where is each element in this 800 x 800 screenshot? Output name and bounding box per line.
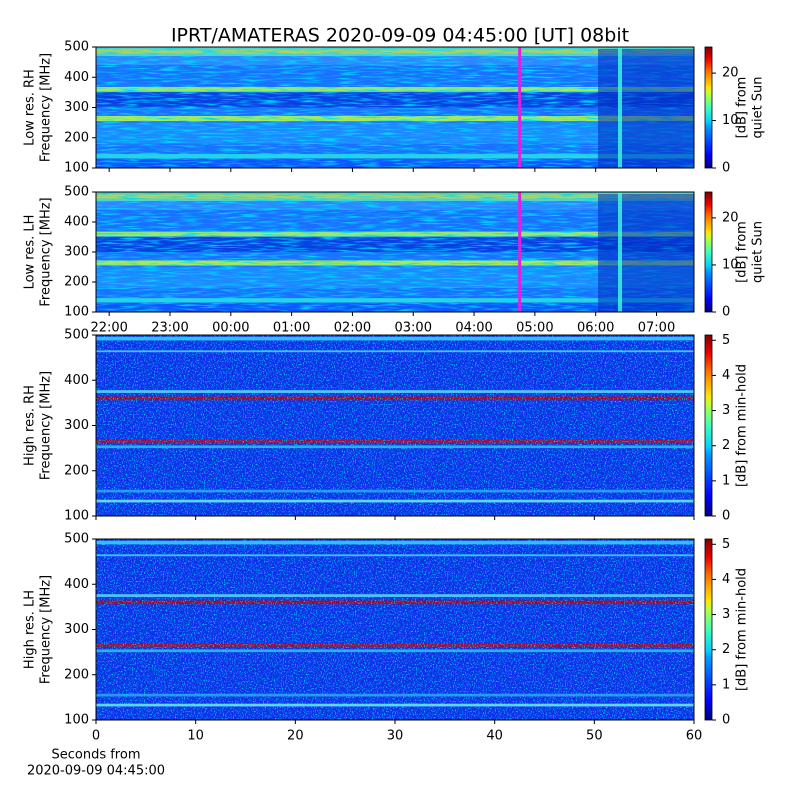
x-tick-label: 01:00	[273, 321, 310, 336]
x-tick-label: 50	[586, 729, 603, 744]
y-tick-label: 500	[64, 328, 89, 343]
x-tick-label: 10	[187, 729, 204, 744]
colorbar-tick-label: 5	[722, 537, 730, 552]
spectrogram-burst	[618, 192, 622, 312]
y-axis-label: High res. RH	[23, 385, 38, 466]
y-tick-label: 400	[64, 70, 89, 85]
colorbar-tick-label: 20	[722, 210, 739, 225]
x-tick-label: 20	[287, 729, 304, 744]
y-tick-label: 200	[64, 463, 89, 478]
x-tick-label: 03:00	[395, 321, 432, 336]
y-tick-label: 400	[64, 577, 89, 592]
x-tick-label: 04:00	[455, 321, 492, 336]
y-tick-label: 300	[64, 100, 89, 115]
x-tick-label: 02:00	[334, 321, 371, 336]
y-tick-label: 500	[64, 40, 89, 55]
colorbar-tick-label: 20	[722, 66, 739, 81]
spectrogram-late-block	[598, 49, 694, 168]
y-tick-label: 300	[64, 622, 89, 637]
colorbar	[704, 334, 713, 517]
colorbar-label: [dB] from	[735, 221, 750, 283]
y-tick-label: 200	[64, 275, 89, 290]
y-tick-label: 300	[64, 418, 89, 433]
y-tick-label: 400	[64, 373, 89, 388]
colorbar-label: [dB] from	[735, 77, 750, 139]
colorbar-tick-label: 0	[722, 305, 730, 320]
colorbar	[704, 538, 713, 721]
y-tick-label: 200	[64, 667, 89, 682]
colorbar-tick-label: 1	[722, 677, 730, 692]
y-axis-label: High res. LH	[23, 590, 38, 669]
x-tick-label: 00:00	[212, 321, 249, 336]
colorbar-label: quiet Sun	[751, 221, 766, 283]
y-tick-label: 100	[64, 305, 89, 320]
y-tick-label: 200	[64, 130, 89, 145]
y-tick-label: 100	[64, 509, 89, 524]
spectrogram-texture	[96, 47, 694, 168]
y-axis-label: Frequency [MHz]	[39, 371, 54, 480]
colorbar-tick-label: 5	[722, 333, 730, 348]
x-axis-label: Seconds from	[51, 748, 140, 763]
colorbar	[704, 46, 713, 169]
colorbar-tick-label: 10	[722, 257, 739, 272]
y-tick-label: 300	[64, 245, 89, 260]
colorbar-tick-label: 2	[722, 438, 730, 453]
chart-title: IPRT/AMATERAS 2020-09-09 04:45:00 [UT] 0…	[171, 25, 629, 47]
colorbar	[704, 191, 713, 313]
y-axis-label: Low res. RH	[23, 69, 38, 146]
y-axis-label: Frequency [MHz]	[39, 197, 54, 306]
colorbar-label: [dB] from min-hold	[735, 364, 750, 487]
y-axis-label: Frequency [MHz]	[39, 53, 54, 162]
x-tick-label: 22:00	[90, 321, 127, 336]
spectrogram-burst	[618, 47, 622, 168]
spectrogram-texture	[96, 539, 694, 720]
colorbar-tick-label: 4	[722, 368, 730, 383]
y-tick-label: 100	[64, 161, 89, 176]
x-tick-label: 06:00	[577, 321, 614, 336]
colorbar-tick-label: 3	[722, 403, 730, 418]
x-tick-label: 0	[92, 729, 100, 744]
colorbar-tick-label: 0	[722, 509, 730, 524]
colorbar-tick-label: 3	[722, 607, 730, 622]
colorbar-tick-label: 0	[722, 713, 730, 728]
colorbar-tick-label: 4	[722, 572, 730, 587]
spectrogram-late-block	[598, 194, 694, 312]
colorbar-tick-label: 1	[722, 473, 730, 488]
x-tick-label: 30	[387, 729, 404, 744]
y-tick-label: 400	[64, 215, 89, 230]
x-tick-label: 23:00	[151, 321, 188, 336]
x-tick-label: 05:00	[516, 321, 553, 336]
colorbar-label: [dB] from min-hold	[735, 568, 750, 691]
colorbar-tick-label: 0	[722, 161, 730, 176]
y-axis-label: Frequency [MHz]	[39, 575, 54, 684]
spectrogram-texture	[96, 335, 694, 516]
x-axis-label: 2020-09-09 04:45:00	[27, 764, 165, 779]
y-tick-label: 100	[64, 713, 89, 728]
y-tick-label: 500	[64, 185, 89, 200]
y-tick-label: 500	[64, 532, 89, 547]
x-tick-label: 07:00	[638, 321, 675, 336]
y-axis-label: Low res. LH	[23, 215, 38, 290]
colorbar-label: quiet Sun	[751, 76, 766, 138]
spectrogram-texture	[96, 192, 694, 312]
x-tick-label: 60	[686, 729, 703, 744]
colorbar-tick-label: 10	[722, 113, 739, 128]
colorbar-tick-label: 2	[722, 642, 730, 657]
x-tick-label: 40	[486, 729, 503, 744]
